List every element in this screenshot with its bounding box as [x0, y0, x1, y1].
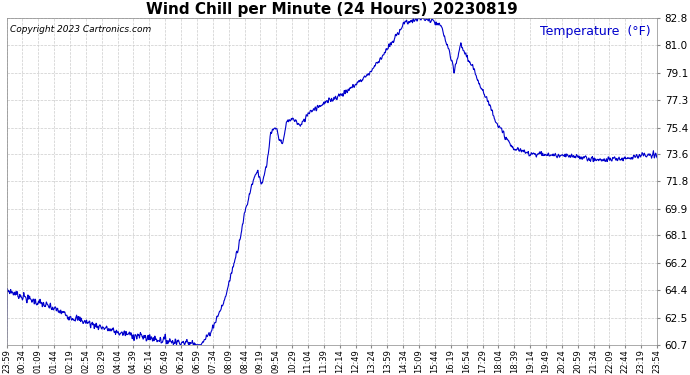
Text: Copyright 2023 Cartronics.com: Copyright 2023 Cartronics.com — [10, 25, 151, 34]
Title: Wind Chill per Minute (24 Hours) 20230819: Wind Chill per Minute (24 Hours) 2023081… — [146, 2, 518, 17]
Text: Temperature  (°F): Temperature (°F) — [540, 25, 651, 38]
